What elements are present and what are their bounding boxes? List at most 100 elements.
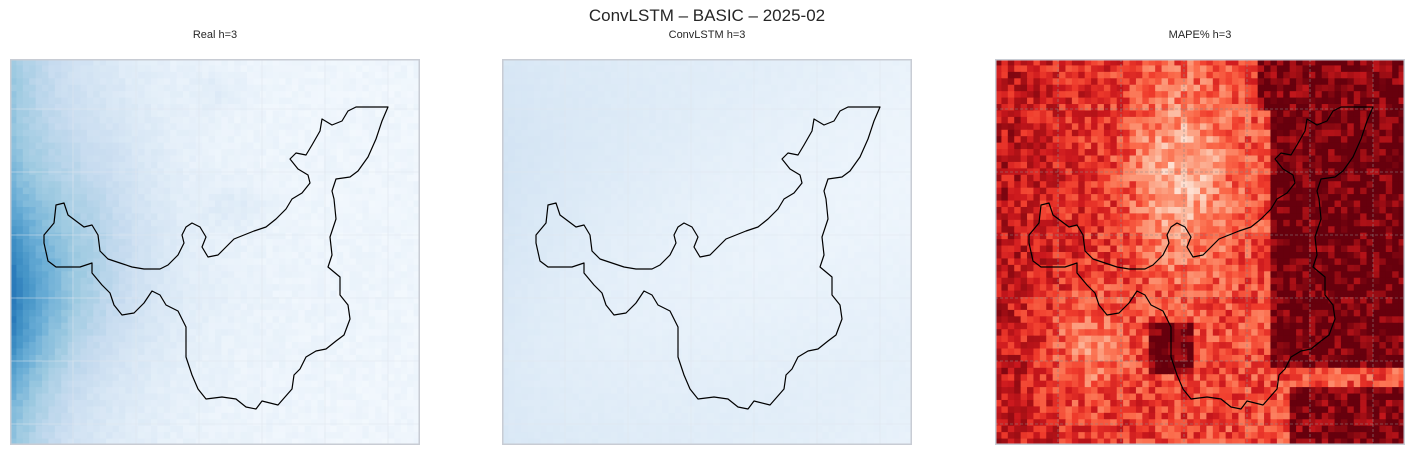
heatmap-cell: [771, 116, 779, 124]
heatmap-cell: [215, 309, 223, 317]
heatmap-cell: [330, 239, 338, 247]
heatmap-cell: [841, 136, 849, 144]
heatmap-cell: [266, 142, 274, 150]
heatmap-cell: [521, 104, 529, 112]
heatmap-cell: [387, 110, 395, 118]
heatmap-cell: [662, 129, 670, 137]
heatmap-cell: [247, 393, 255, 401]
heatmap-cell: [125, 213, 133, 221]
heatmap-cell: [553, 129, 561, 137]
heatmap-cell: [413, 104, 420, 112]
heatmap-cell: [502, 155, 510, 163]
heatmap-cell: [355, 277, 363, 285]
heatmap-cell: [413, 399, 420, 407]
heatmap-cell: [253, 406, 261, 414]
heatmap-cell: [394, 380, 402, 388]
heatmap-cell: [227, 78, 235, 86]
heatmap-cell: [879, 71, 887, 79]
heatmap-cell: [234, 59, 242, 67]
heatmap-cell: [157, 252, 165, 260]
heatmap-cell: [61, 239, 69, 247]
heatmap-cell: [118, 406, 126, 414]
heatmap-cell: [381, 419, 389, 427]
heatmap-cell: [317, 91, 325, 99]
heatmap-cell: [304, 123, 312, 131]
heatmap-cell: [16, 277, 24, 285]
heatmap-cell: [387, 174, 395, 182]
heatmap-cell: [298, 309, 306, 317]
heatmap-cell: [138, 194, 146, 202]
heatmap-cell: [10, 187, 18, 195]
heatmap-cell: [751, 84, 759, 92]
heatmap-cell: [413, 316, 420, 324]
heatmap-cell: [272, 91, 280, 99]
heatmap-cell: [854, 149, 862, 157]
heatmap-cell: [163, 412, 171, 420]
heatmap-cell: [413, 239, 420, 247]
heatmap-cell: [343, 258, 351, 266]
heatmap-cell: [630, 123, 638, 131]
heatmap-cell: [304, 329, 312, 337]
heatmap-cell: [368, 354, 376, 362]
heatmap-cell: [394, 367, 402, 375]
heatmap-cell: [362, 438, 370, 445]
heatmap-cell: [240, 71, 248, 79]
heatmap-cell: [54, 187, 62, 195]
heatmap-cell: [112, 399, 120, 407]
heatmap-cell: [867, 149, 875, 157]
heatmap-cell: [668, 161, 676, 169]
heatmap-cell: [144, 116, 152, 124]
heatmap-cell: [553, 116, 561, 124]
heatmap-cell: [291, 65, 299, 73]
heatmap-cell: [157, 399, 165, 407]
heatmap-cell: [112, 84, 120, 92]
heatmap-cell: [22, 354, 30, 362]
heatmap-cell: [93, 277, 101, 285]
heatmap-cell: [873, 84, 881, 92]
heatmap-cell: [157, 200, 165, 208]
heatmap-cell: [323, 174, 331, 182]
heatmap-cell: [202, 361, 210, 369]
heatmap-cell: [106, 380, 114, 388]
heatmap-cell: [170, 194, 178, 202]
heatmap-cell: [591, 104, 599, 112]
heatmap-cell: [343, 374, 351, 382]
heatmap-cell: [387, 438, 395, 445]
heatmap-cell: [700, 97, 708, 105]
heatmap-cell: [35, 406, 43, 414]
heatmap-cell: [118, 174, 126, 182]
heatmap-cell: [323, 264, 331, 272]
heatmap-convlstm: [502, 59, 912, 445]
heatmap-cell: [809, 142, 817, 150]
heatmap-cell: [48, 213, 56, 221]
heatmap-cell: [368, 335, 376, 343]
heatmap-cell: [381, 91, 389, 99]
heatmap-cell: [247, 374, 255, 382]
heatmap-cell: [355, 406, 363, 414]
heatmap-cell: [407, 354, 415, 362]
heatmap-cell: [674, 71, 682, 79]
heatmap-cell: [694, 104, 702, 112]
heatmap-cell: [822, 129, 830, 137]
heatmap-cell: [35, 322, 43, 330]
heatmap-cell: [298, 65, 306, 73]
heatmap-cell: [387, 226, 395, 234]
heatmap-cell: [240, 277, 248, 285]
heatmap-cell: [809, 116, 817, 124]
heatmap-cell: [336, 149, 344, 157]
heatmap-cell: [182, 361, 190, 369]
heatmap-cell: [617, 149, 625, 157]
heatmap-cell: [381, 136, 389, 144]
heatmap-cell: [355, 271, 363, 279]
heatmap-cell: [662, 84, 670, 92]
heatmap-cell: [355, 200, 363, 208]
heatmap-cell: [189, 142, 197, 150]
heatmap-cell: [170, 419, 178, 427]
heatmap-cell: [35, 348, 43, 356]
heatmap-cell: [527, 123, 535, 131]
heatmap-cell: [514, 71, 522, 79]
heatmap-cell: [189, 322, 197, 330]
heatmap-cell: [835, 71, 843, 79]
heatmap-cell: [336, 419, 344, 427]
heatmap-cell: [74, 59, 82, 67]
